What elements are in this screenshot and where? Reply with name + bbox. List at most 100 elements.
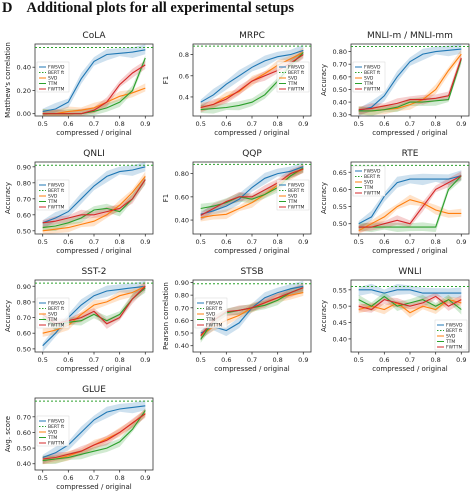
legend-label-bert-ft: BERT ft [48,306,64,312]
legend-label-bert-ft: BERT ft [48,188,64,194]
legend-label-svd: SVD [48,76,58,82]
subplot-title: MRPC [239,31,265,41]
x-tick-label: 0.7 [247,238,257,246]
subplot-rte: RTE 0.50 0.55 0.60 0.65 0.5 0.6 0.7 0.8 0.9 compre… [320,149,470,255]
y-tick-label: 0.00 [17,110,31,118]
legend-label-fwttm: FWTTM [364,87,380,93]
legend-label-ttm: TTM [287,81,297,87]
series-line-svd [42,285,146,334]
x-tick-label: 0.6 [379,238,389,246]
band-fwsvd [42,400,146,464]
series-line-fwttm [358,175,462,228]
series-line-fwsvd [42,49,146,112]
legend-label-ttm: TTM [363,81,373,87]
y-axis-label: F1 [162,76,170,84]
legend-label-ttm: TTM [47,81,57,87]
x-tick-label: 0.8 [272,120,282,128]
y-tick-label: 0.40 [17,64,31,72]
x-tick-label: 0.6 [379,356,389,364]
subplot-cola: CoLA 0.00 0.20 0.40 0.5 0.6 0.7 0.8 0.9 compresse… [4,31,154,137]
subplot-mrpc: MRPC 0.4 0.6 0.8 0.5 0.6 0.7 0.8 0.9 compressed /… [162,31,312,137]
subplot-title: SST-2 [81,267,106,277]
x-axis-label: compressed / original [56,483,131,491]
series-line-fwttm [42,179,146,224]
series-line-svd [42,176,146,232]
legend-label-ttm: TTM [47,435,57,441]
legend-label-fwttm: FWTTM [48,323,64,329]
y-tick-label: 0.60 [17,330,31,338]
subplot-mnli-m-mnli-mm: MNLI-m / MNLI-mm0.300.400.500.600.700.80… [320,31,470,137]
y-tick-label: 0.8 [179,51,189,59]
y-tick-label: 0.50 [17,345,31,353]
subplot-title: QNLI [83,149,105,159]
subplot-title: CoLA [82,31,106,41]
subplot-title: QQP [242,149,262,159]
legend-label-ttm: TTM [47,199,57,205]
x-tick-label: 0.9 [140,238,150,246]
x-axis-label: compressed / original [214,247,289,255]
x-tick-label: 0.8 [430,238,440,246]
legend-label-bert-ft: BERT ft [288,188,304,194]
subplot-wnli: WNLI 0.40 0.45 0.50 0.55 0.5 0.6 0.7 0.8 0.9 compr… [320,267,470,373]
band-svd [358,194,462,234]
x-axis-label: compressed / original [372,365,447,373]
x-tick-label: 0.9 [298,356,308,364]
legend-label-ttm: TTM [445,339,455,345]
legend-label-fwttm: FWTTM [206,323,222,329]
legend-label-ttm: TTM [205,317,215,323]
y-tick-label: 0.70 [333,61,347,69]
band-fwttm [42,409,146,465]
series-line-ttm [358,175,462,228]
series-line-fwsvd [358,48,462,112]
band-fwsvd [200,44,304,109]
x-tick-label: 0.5 [38,474,48,482]
x-tick-label: 0.5 [354,238,364,246]
x-axis-label: compressed / original [214,129,289,137]
y-tick-label: 0.70 [175,304,189,312]
subplot-qnli: QNLI 0.50 0.60 0.70 0.80 0.90 0.5 0.6 0.7 0.8 0.9 c… [4,149,154,255]
x-tick-label: 0.5 [196,238,206,246]
band-svd [358,296,462,318]
series-line-ttm [358,59,462,112]
x-tick-label: 0.5 [38,356,48,364]
x-tick-label: 0.5 [354,120,364,128]
y-axis-label: Accuracy [320,182,328,214]
legend-label-fwsvd: FWSVD [206,301,223,307]
x-tick-label: 0.7 [247,120,257,128]
subplot-qqp: QQP 0.40 0.60 0.80 0.5 0.6 0.7 0.8 0.9 compressed… [162,149,312,255]
x-tick-label: 0.9 [298,238,308,246]
series-line-fwttm [42,413,146,460]
y-tick-label: 0.60 [175,317,189,325]
y-tick-label: 0.60 [333,73,347,81]
legend-label-fwsvd: FWSVD [288,183,305,189]
subplot-title: STSB [240,267,263,277]
band-ttm [200,285,304,343]
x-tick-label: 0.6 [221,356,231,364]
x-axis-label: compressed / original [214,365,289,373]
series-line-fwsvd [358,175,462,225]
legend-label-fwttm: FWTTM [288,205,304,211]
legend-label-bert-ft: BERT ft [364,70,380,76]
y-tick-label: 0.90 [17,283,31,291]
y-axis-label: Matthew's correlation [4,42,12,118]
y-tick-label: 0.40 [333,335,347,343]
band-fwttm [42,60,146,116]
y-axis-label: Accuracy [320,300,328,332]
legend-label-fwttm: FWTTM [48,441,64,447]
y-tick-label: 0.55 [333,203,347,211]
band-ttm [42,408,146,464]
y-tick-label: 0.6 [179,72,189,80]
band-fwsvd [358,170,462,230]
legend-label-ttm: TTM [47,317,57,323]
y-axis-label: Pearson correlation [162,282,170,350]
y-tick-label: 0.60 [175,193,189,201]
x-axis-label: compressed / original [56,247,131,255]
section-letter: D [2,0,13,16]
